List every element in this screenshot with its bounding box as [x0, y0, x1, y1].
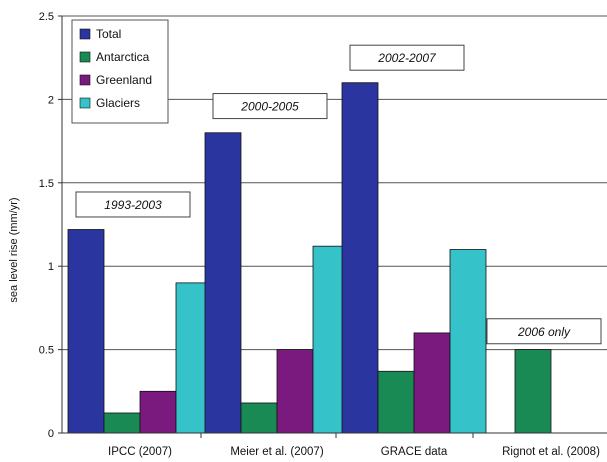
bar-total [67, 229, 105, 434]
axes [61, 16, 607, 438]
bar-total [341, 82, 379, 434]
annotation-box [75, 191, 191, 218]
x-categories: IPCC (2007) Meier et al. (2007) GRACE data… [108, 446, 600, 458]
x-category-label: Rignot et al. (2008) [502, 446, 600, 458]
y-tick-label: 2 [48, 94, 54, 106]
bar-antarctica [240, 402, 278, 434]
y-axis-label: sea level rise (mm/yr) [8, 197, 20, 302]
y-tick-label: 0 [48, 428, 54, 440]
bar-greenland [413, 332, 451, 434]
y-tick-label: 0.5 [39, 345, 54, 357]
bar-antarctica [103, 412, 141, 434]
bar-total [204, 132, 242, 434]
annotation-label: 2000-2005 [240, 100, 299, 114]
y-ticks: 0 0.5 1 1.5 2 2.5 [39, 11, 62, 440]
annotations: 1993-2003 2000-2005 2002-2007 2006 only [75, 44, 602, 345]
x-category-label: IPCC (2007) [108, 446, 172, 458]
y-tick-label: 1.5 [39, 178, 54, 190]
legend-swatch [79, 51, 91, 63]
legend-swatch [79, 28, 91, 40]
bar-glaciers [449, 249, 487, 434]
annotation-label: 1993-2003 [104, 198, 162, 212]
annotation-label: 2002-2007 [377, 51, 437, 65]
legend-label: Total [96, 27, 121, 41]
legend-label: Antarctica [96, 50, 150, 64]
legend-label: Greenland [96, 73, 152, 87]
bars [67, 82, 552, 434]
legend-swatch [79, 97, 91, 109]
legend-label: Glaciers [96, 96, 140, 110]
legend: Total Antarctica Greenland Glaciers [71, 19, 169, 124]
x-category-label: GRACE data [381, 446, 448, 458]
legend-swatch [79, 74, 91, 86]
x-category-label: Meier et al. (2007) [230, 446, 323, 458]
y-tick-label: 2.5 [39, 11, 54, 23]
bar-greenland [276, 349, 314, 434]
bar-greenland [139, 390, 177, 434]
annotation-label: 2006 only [517, 325, 571, 339]
y-tick-label: 1 [48, 261, 54, 273]
bar-antarctica [377, 370, 415, 434]
annotation-box [486, 318, 602, 345]
annotation-box [349, 44, 465, 71]
bar-antarctica [514, 349, 552, 434]
annotation-box [212, 93, 328, 120]
